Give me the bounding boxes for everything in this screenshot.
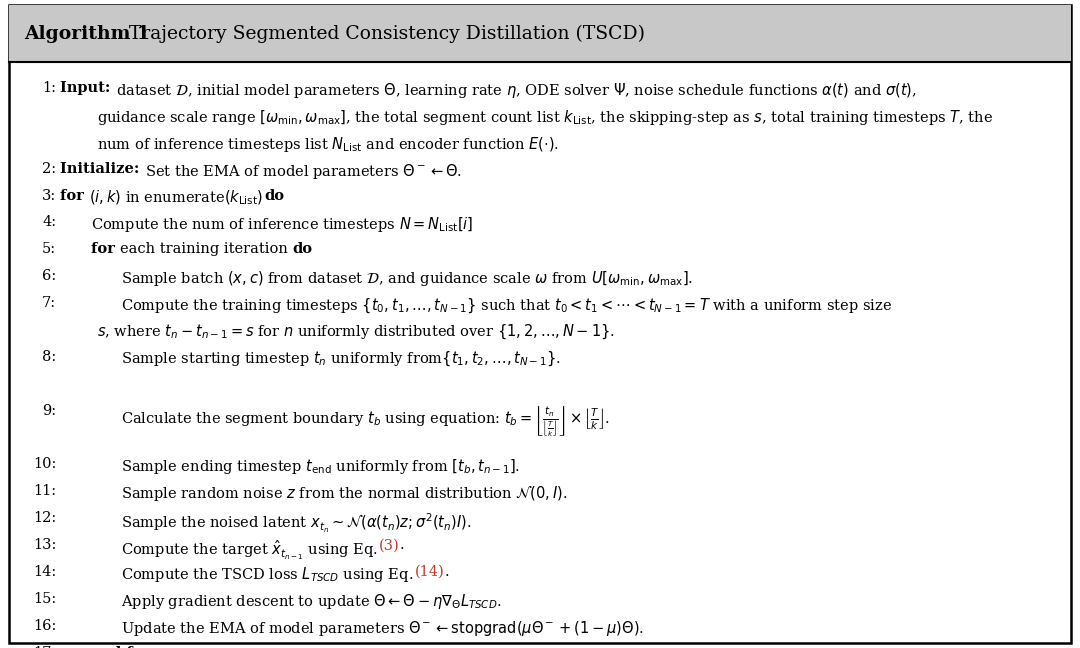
Text: dataset $\mathcal{D}$, initial model parameters $\Theta$, learning rate $\eta$, : dataset $\mathcal{D}$, initial model par… bbox=[116, 81, 917, 100]
Text: 2:: 2: bbox=[42, 162, 56, 176]
Text: 4:: 4: bbox=[42, 216, 56, 229]
Text: Sample ending timestep $t_{\mathrm{end}}$ uniformly from $[t_b, t_{n-1}]$.: Sample ending timestep $t_{\mathrm{end}}… bbox=[121, 457, 521, 476]
Text: 10:: 10: bbox=[32, 457, 56, 472]
Text: Compute the num of inference timesteps $N = N_{\mathrm{List}}[i]$: Compute the num of inference timesteps $… bbox=[91, 216, 473, 235]
Text: (3): (3) bbox=[379, 538, 400, 552]
Text: Trajectory Segmented Consistency Distillation (TSCD): Trajectory Segmented Consistency Distill… bbox=[123, 25, 645, 43]
Text: Sample the noised latent $x_{t_n} \sim \mathcal{N}(\alpha(t_n)z;\sigma^2(t_n)I)$: Sample the noised latent $x_{t_n} \sim \… bbox=[121, 511, 472, 535]
Text: 11:: 11: bbox=[33, 485, 56, 498]
Text: end for: end for bbox=[91, 645, 150, 648]
Text: 8:: 8: bbox=[42, 350, 56, 364]
Text: Compute the target $\hat{x}_{t_{n-1}}$ using Eq.: Compute the target $\hat{x}_{t_{n-1}}$ u… bbox=[121, 538, 379, 562]
Text: guidance scale range $[\omega_{\min}, \omega_{\max}]$, the total segment count l: guidance scale range $[\omega_{\min}, \o… bbox=[97, 108, 993, 127]
Text: 5:: 5: bbox=[42, 242, 56, 257]
Text: 1:: 1: bbox=[42, 81, 56, 95]
Text: Sample batch $(x, c)$ from dataset $\mathcal{D}$, and guidance scale $\omega$ fr: Sample batch $(x, c)$ from dataset $\mat… bbox=[121, 270, 693, 288]
Text: Compute the training timesteps $\{t_0, t_1, \ldots, t_{N-1}\}$ such that $t_0 < : Compute the training timesteps $\{t_0, t… bbox=[121, 296, 892, 314]
Text: 7:: 7: bbox=[42, 296, 56, 310]
Text: do: do bbox=[265, 189, 285, 203]
Text: Input:: Input: bbox=[60, 81, 116, 95]
Text: 3:: 3: bbox=[42, 189, 56, 203]
Text: 14:: 14: bbox=[32, 565, 56, 579]
Text: do: do bbox=[293, 242, 312, 257]
Text: 6:: 6: bbox=[42, 270, 56, 283]
Text: num of inference timesteps list $N_{\mathrm{List}}$ and encoder function $E(\cdo: num of inference timesteps list $N_{\mat… bbox=[97, 135, 559, 154]
Text: Apply gradient descent to update $\Theta \leftarrow \Theta - \eta\nabla_\Theta L: Apply gradient descent to update $\Theta… bbox=[121, 592, 501, 611]
Bar bbox=[9, 5, 1071, 62]
Text: (14): (14) bbox=[415, 565, 444, 579]
Text: Sample random noise $z$ from the normal distribution $\mathcal{N}(0, I)$.: Sample random noise $z$ from the normal … bbox=[121, 485, 567, 503]
Text: 9:: 9: bbox=[42, 404, 56, 418]
Text: for: for bbox=[60, 189, 90, 203]
Text: each training iteration: each training iteration bbox=[120, 242, 293, 257]
Text: 15:: 15: bbox=[32, 592, 56, 606]
Text: Compute the TSCD loss $L_{TSCD}$ using Eq.: Compute the TSCD loss $L_{TSCD}$ using E… bbox=[121, 565, 415, 584]
Text: 13:: 13: bbox=[32, 538, 56, 552]
Text: Calculate the segment boundary $t_b$ using equation: $t_b = \left\lfloor \frac{t: Calculate the segment boundary $t_b$ usi… bbox=[121, 404, 610, 439]
Text: 16:: 16: bbox=[32, 619, 56, 633]
Text: 17:: 17: bbox=[32, 645, 56, 648]
Text: Algorithm 1: Algorithm 1 bbox=[24, 25, 150, 43]
Text: Set the EMA of model parameters $\Theta^- \leftarrow \Theta$.: Set the EMA of model parameters $\Theta^… bbox=[145, 162, 462, 181]
Text: Sample starting timestep $t_n$ uniformly from$\{t_1, t_2, \ldots, t_{N-1}\}$.: Sample starting timestep $t_n$ uniformly… bbox=[121, 350, 561, 368]
Text: $s$, where $t_n - t_{n-1} = s$ for $n$ uniformly distributed over $\{1, 2, \ldot: $s$, where $t_n - t_{n-1} = s$ for $n$ u… bbox=[97, 323, 615, 341]
Text: .: . bbox=[444, 565, 449, 579]
Text: .: . bbox=[400, 538, 405, 552]
Text: Initialize:: Initialize: bbox=[60, 162, 145, 176]
Text: $(i, k)$ in enumerate$(k_{\mathrm{List}})$: $(i, k)$ in enumerate$(k_{\mathrm{List}}… bbox=[90, 189, 265, 207]
Text: Update the EMA of model parameters $\Theta^- \leftarrow \mathrm{stopgrad}(\mu\Th: Update the EMA of model parameters $\The… bbox=[121, 619, 644, 638]
Text: for: for bbox=[91, 242, 120, 257]
Text: 12:: 12: bbox=[32, 511, 56, 526]
